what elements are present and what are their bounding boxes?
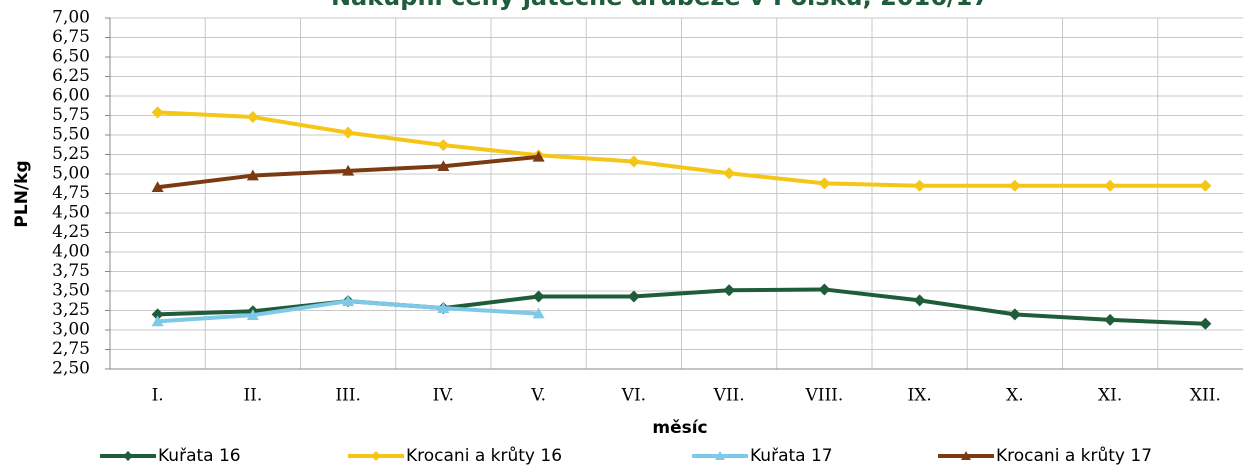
marker — [818, 283, 831, 296]
x-tick-label: XII. — [1190, 386, 1221, 406]
y-tick-label: 3,75 — [52, 261, 90, 281]
x-tick-label: XI. — [1098, 386, 1122, 406]
y-tick-label: 3,00 — [52, 320, 90, 340]
y-tick-label: 4,00 — [52, 242, 90, 262]
x-axis-label: měsíc — [652, 418, 707, 438]
marker — [123, 451, 133, 461]
y-tick-label: 6,75 — [52, 27, 90, 47]
marker — [723, 167, 736, 180]
x-tick-label: V. — [530, 386, 546, 406]
marker — [151, 181, 164, 193]
legend-label: Krocani a krůty 17 — [996, 446, 1152, 466]
y-tick-label: 4,25 — [52, 222, 90, 242]
marker — [913, 294, 926, 307]
x-tick-label: III. — [335, 386, 361, 406]
marker — [151, 308, 164, 321]
marker — [715, 451, 725, 460]
marker — [627, 290, 640, 303]
x-tick-label: IV. — [433, 386, 454, 406]
y-tick-label: 3,25 — [52, 300, 90, 320]
marker — [1199, 179, 1212, 192]
marker — [246, 309, 259, 320]
y-tick-label: 2,75 — [52, 339, 90, 359]
x-tick-label: X. — [1006, 386, 1024, 406]
marker — [151, 315, 164, 327]
y-tick-label: 6,50 — [52, 47, 90, 67]
marker — [342, 295, 355, 306]
chart-title: Nákupní ceny jatečné drůbeže v Polsku, 2… — [331, 0, 989, 11]
marker — [342, 126, 355, 139]
y-tick-label: 6,00 — [52, 86, 90, 106]
x-tick-label: VIII. — [804, 386, 843, 406]
marker — [627, 155, 640, 168]
x-tick-label: IX. — [908, 386, 932, 406]
legend-label: Kuřata 16 — [158, 446, 241, 466]
y-tick-label: 2,50 — [52, 359, 90, 379]
y-axis-label: PLN/kg — [12, 160, 32, 227]
marker — [342, 164, 355, 176]
y-tick-label: 5,00 — [52, 164, 90, 184]
x-tick-label: VI. — [621, 386, 646, 406]
x-tick-label: II. — [243, 386, 262, 406]
marker — [913, 179, 926, 192]
marker — [437, 160, 450, 171]
series-line — [157, 110, 1206, 188]
legend-label: Krocani a krůty 16 — [406, 446, 562, 466]
x-tick-label: VII. — [713, 386, 745, 406]
y-tick-label: 5,75 — [52, 105, 90, 125]
marker — [1104, 179, 1117, 192]
marker — [532, 150, 545, 162]
y-tick-label: 6,25 — [52, 66, 90, 86]
marker — [246, 169, 259, 181]
y-tick-label: 5,25 — [52, 144, 90, 164]
x-tick-label: I. — [152, 386, 164, 406]
y-tick-label: 4,75 — [52, 183, 90, 203]
marker — [818, 177, 831, 190]
marker — [437, 302, 450, 313]
y-tick-label: 7,00 — [52, 8, 90, 28]
y-tick-label: 3,50 — [52, 281, 90, 301]
marker — [437, 139, 450, 152]
y-tick-label: 5,50 — [52, 125, 90, 145]
marker — [246, 111, 259, 124]
marker — [723, 284, 736, 297]
marker — [961, 451, 971, 460]
marker — [1199, 317, 1212, 330]
marker — [1008, 179, 1021, 192]
marker — [371, 451, 381, 461]
legend-label: Kuřata 17 — [750, 446, 833, 466]
marker — [532, 307, 545, 319]
marker — [1008, 308, 1021, 321]
marker — [1104, 313, 1117, 326]
y-tick-label: 4,50 — [52, 203, 90, 223]
marker — [532, 290, 545, 303]
marker — [151, 106, 164, 119]
